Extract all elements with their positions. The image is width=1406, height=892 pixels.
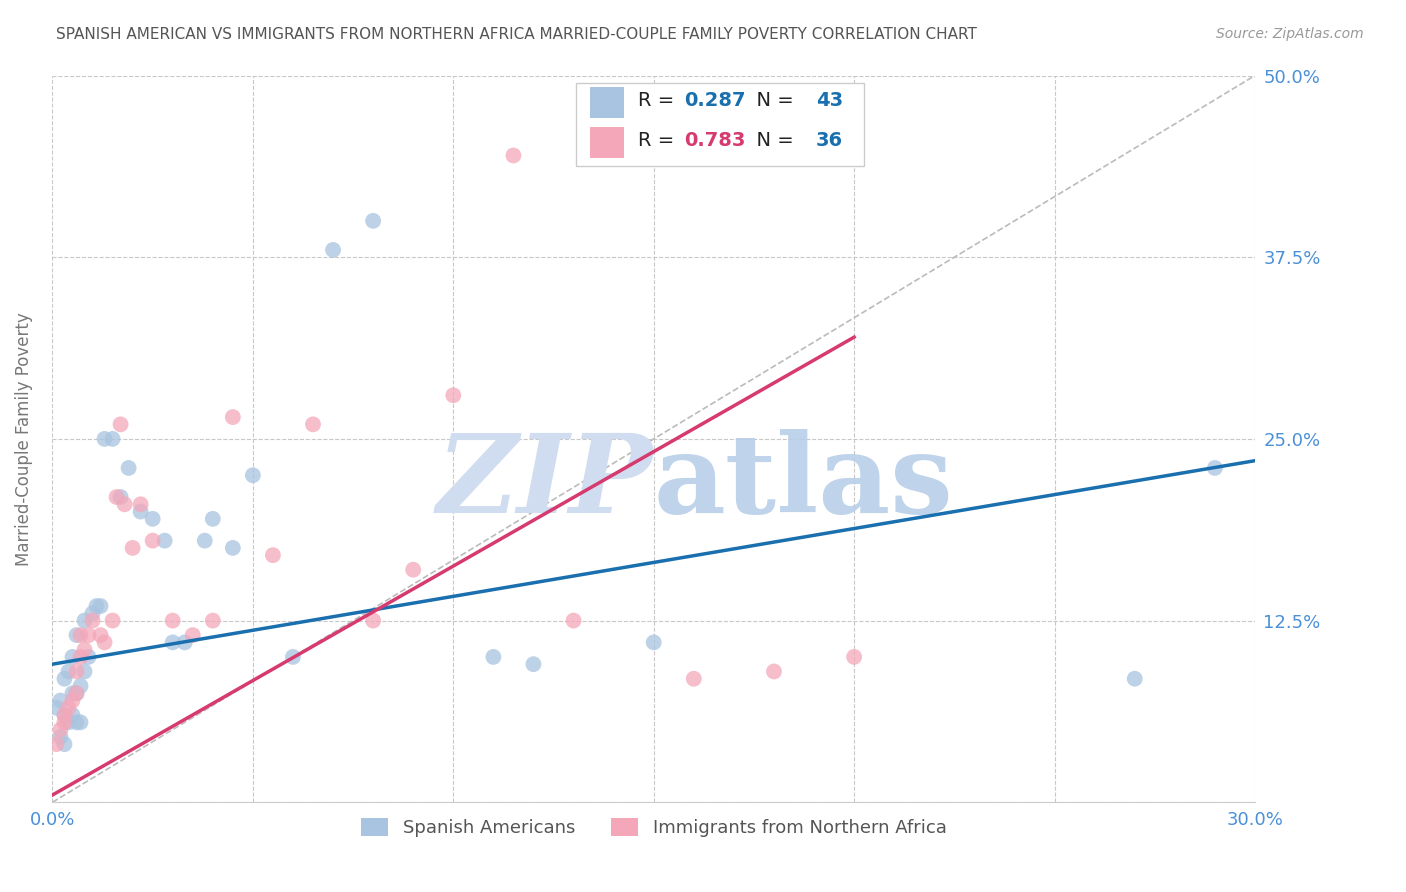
Point [762, 665, 785, 679]
Point [65, 686, 87, 700]
Point [302, 417, 325, 432]
Text: N =: N = [744, 91, 800, 110]
Point [82, 614, 104, 628]
Point [62, 693, 84, 707]
Point [643, 635, 665, 649]
Point [53, 672, 76, 686]
Point [562, 614, 585, 628]
Point [173, 635, 195, 649]
Y-axis label: Married-Couple Family Poverty: Married-Couple Family Poverty [15, 312, 32, 566]
Point [49, 723, 72, 737]
FancyBboxPatch shape [575, 83, 865, 167]
Point [86, 599, 108, 613]
Text: 0.287: 0.287 [683, 91, 745, 110]
Point [153, 533, 176, 548]
Point [101, 614, 124, 628]
Point [121, 541, 143, 555]
Bar [591, 128, 624, 158]
Point [110, 417, 132, 432]
Point [322, 243, 344, 257]
Point [53, 737, 76, 751]
Text: Source: ZipAtlas.com: Source: ZipAtlas.com [1216, 27, 1364, 41]
Point [65, 686, 87, 700]
Text: R =: R = [638, 91, 681, 110]
Text: N =: N = [744, 131, 800, 150]
Point [1204, 461, 1226, 475]
Point [73, 665, 96, 679]
Point [69, 715, 91, 730]
Text: R =: R = [638, 131, 681, 150]
Point [682, 672, 704, 686]
Point [114, 497, 136, 511]
Point [482, 649, 505, 664]
Point [222, 541, 245, 555]
Point [162, 614, 184, 628]
Point [93, 635, 115, 649]
Point [73, 642, 96, 657]
Point [65, 628, 87, 642]
Point [65, 665, 87, 679]
Bar [591, 87, 624, 118]
Point [129, 497, 152, 511]
Point [62, 686, 84, 700]
Point [77, 628, 100, 642]
Point [105, 490, 128, 504]
Point [201, 512, 224, 526]
Legend: Spanish Americans, Immigrants from Northern Africa: Spanish Americans, Immigrants from North… [354, 810, 953, 844]
Text: 0.783: 0.783 [683, 131, 745, 150]
Point [69, 679, 91, 693]
Point [58, 700, 80, 714]
Point [90, 599, 112, 613]
Point [62, 708, 84, 723]
Point [142, 512, 165, 526]
Point [110, 490, 132, 504]
Text: atlas: atlas [654, 429, 953, 536]
Point [53, 708, 76, 723]
Text: SPANISH AMERICAN VS IMMIGRANTS FROM NORTHERN AFRICA MARRIED-COUPLE FAMILY POVERT: SPANISH AMERICAN VS IMMIGRANTS FROM NORT… [56, 27, 977, 42]
Point [101, 432, 124, 446]
Point [65, 715, 87, 730]
Point [77, 649, 100, 664]
Point [1123, 672, 1146, 686]
Point [58, 715, 80, 730]
Point [502, 148, 524, 162]
Point [281, 649, 304, 664]
Point [142, 533, 165, 548]
Point [73, 614, 96, 628]
Point [45, 737, 67, 751]
Text: ZIP: ZIP [437, 429, 654, 536]
Point [222, 410, 245, 425]
Point [49, 730, 72, 744]
Point [842, 649, 865, 664]
Point [58, 665, 80, 679]
Point [181, 628, 204, 642]
Point [441, 388, 464, 402]
Point [117, 461, 139, 475]
Point [69, 649, 91, 664]
Point [62, 649, 84, 664]
Point [402, 563, 425, 577]
Point [194, 533, 217, 548]
Point [129, 505, 152, 519]
Point [53, 708, 76, 723]
Point [93, 432, 115, 446]
Point [242, 468, 264, 483]
Point [45, 700, 67, 714]
Point [53, 715, 76, 730]
Point [361, 614, 384, 628]
Point [162, 635, 184, 649]
Point [361, 214, 384, 228]
Text: 43: 43 [815, 91, 844, 110]
Point [201, 614, 224, 628]
Point [90, 628, 112, 642]
Text: 36: 36 [815, 131, 844, 150]
Point [49, 693, 72, 707]
Point [82, 607, 104, 621]
Point [262, 548, 284, 562]
Point [522, 657, 544, 672]
Point [69, 628, 91, 642]
